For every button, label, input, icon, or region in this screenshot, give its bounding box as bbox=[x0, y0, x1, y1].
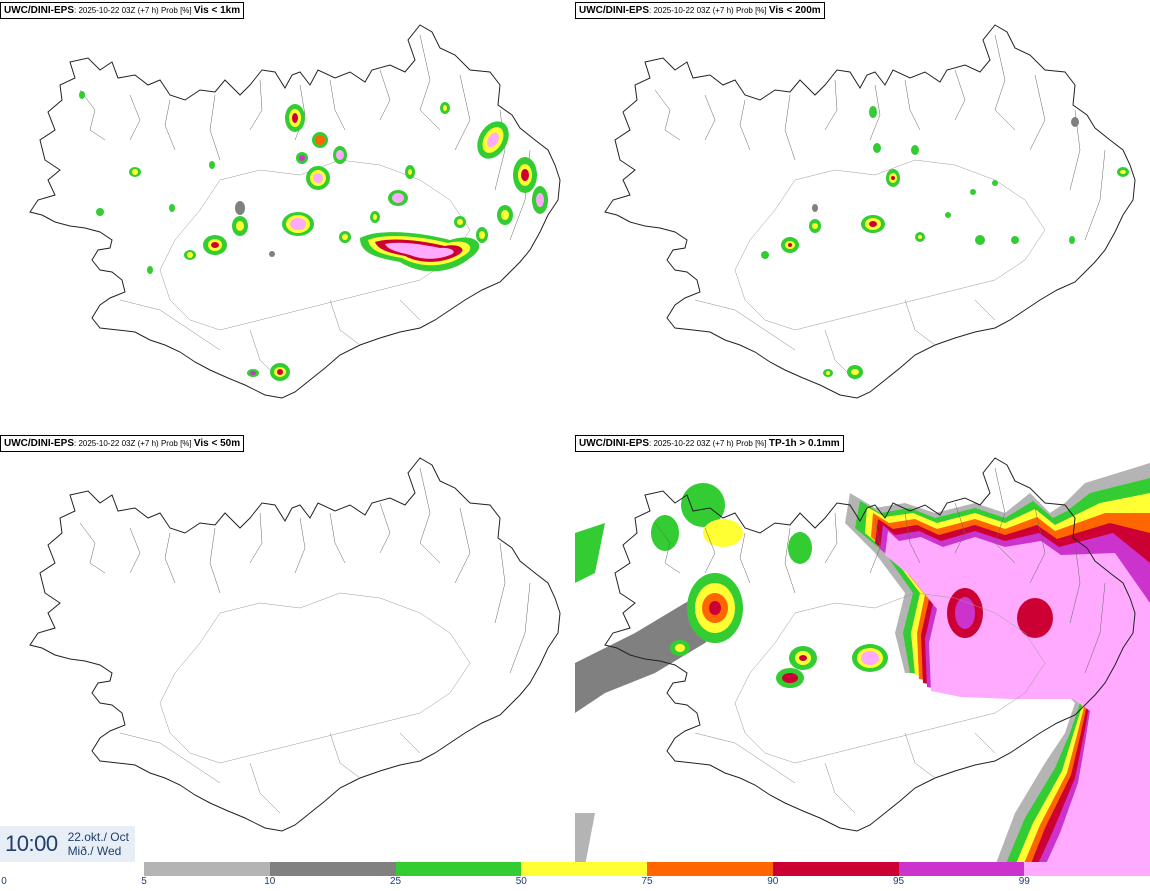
panel-title: UWC/DINI-EPS: 2025-10-22 03Z (+7 h) Prob… bbox=[0, 435, 245, 452]
colorbar-tick-label: 5 bbox=[141, 876, 147, 887]
colorbar-segment bbox=[521, 862, 647, 876]
colorbar-segment bbox=[395, 862, 522, 876]
iceland-map bbox=[575, 433, 1150, 866]
colorbar-tick-label: 90 bbox=[767, 876, 779, 887]
variable-name: Vis < 200m bbox=[768, 5, 821, 16]
variable-name: TP-1h > 0.1mm bbox=[768, 438, 840, 449]
model-name: UWC/DINI-EPS bbox=[4, 5, 74, 16]
iceland-map bbox=[0, 0, 575, 433]
panel-title: UWC/DINI-EPS: 2025-10-22 03Z (+7 h) Prob… bbox=[0, 2, 245, 19]
map-panel-vis-200m: UWC/DINI-EPS: 2025-10-22 03Z (+7 h) Prob… bbox=[575, 0, 1150, 433]
colorbar-tick-label: 0 bbox=[1, 876, 7, 887]
model-name: UWC/DINI-EPS bbox=[4, 438, 74, 449]
probability-blobs bbox=[575, 463, 1150, 866]
probability-blobs bbox=[761, 106, 1129, 379]
colorbar bbox=[144, 862, 1150, 876]
valid-date-line: 22.okt./ Oct bbox=[67, 830, 129, 844]
colorbar-tick-label: 50 bbox=[515, 876, 527, 887]
colorbar-segment bbox=[269, 862, 396, 876]
run-meta: : 2025-10-22 03Z (+7 h) Prob [%] bbox=[649, 6, 769, 15]
run-meta: : 2025-10-22 03Z (+7 h) Prob [%] bbox=[649, 439, 769, 448]
colorbar-tick-label: 95 bbox=[892, 876, 905, 887]
colorbar-segment bbox=[898, 862, 1025, 876]
colorbar-segment bbox=[647, 862, 773, 876]
valid-date: 22.okt./ Oct Mið./ Wed bbox=[68, 830, 129, 858]
probability-blobs bbox=[79, 91, 548, 381]
colorbar-tick-label: 10 bbox=[264, 876, 276, 887]
valid-time-box: 10:00 22.okt./ Oct Mið./ Wed bbox=[0, 826, 135, 862]
map-panel-precip: UWC/DINI-EPS: 2025-10-22 03Z (+7 h) Prob… bbox=[575, 433, 1150, 866]
panel-title: UWC/DINI-EPS: 2025-10-22 03Z (+7 h) Prob… bbox=[575, 2, 825, 19]
panel-title: UWC/DINI-EPS: 2025-10-22 03Z (+7 h) Prob… bbox=[575, 435, 844, 452]
colorbar-ticks: 0 5 10 25 50 75 90 95 99 bbox=[0, 876, 1150, 891]
valid-time: 10:00 bbox=[5, 831, 58, 856]
model-name: UWC/DINI-EPS bbox=[579, 5, 649, 16]
colorbar-tick-label: 99 bbox=[1018, 876, 1030, 887]
variable-name: Vis < 50m bbox=[193, 438, 241, 449]
iceland-map bbox=[0, 433, 575, 866]
map-panel-vis-1km: UWC/DINI-EPS: 2025-10-22 03Z (+7 h) Prob… bbox=[0, 0, 575, 433]
iceland-map bbox=[575, 0, 1150, 433]
colorbar-tick-label: 25 bbox=[389, 876, 402, 887]
colorbar-segment bbox=[1024, 862, 1150, 876]
colorbar-tick-label: 75 bbox=[641, 876, 653, 887]
model-name: UWC/DINI-EPS bbox=[579, 438, 649, 449]
run-meta: : 2025-10-22 03Z (+7 h) Prob [%] bbox=[74, 6, 194, 15]
colorbar-segment bbox=[772, 862, 899, 876]
colorbar-segment bbox=[144, 862, 270, 876]
variable-name: Vis < 1km bbox=[193, 5, 241, 16]
valid-weekday-line: Mið./ Wed bbox=[67, 844, 122, 858]
run-meta: : 2025-10-22 03Z (+7 h) Prob [%] bbox=[74, 439, 194, 448]
map-panel-vis-50m: UWC/DINI-EPS: 2025-10-22 03Z (+7 h) Prob… bbox=[0, 433, 575, 866]
